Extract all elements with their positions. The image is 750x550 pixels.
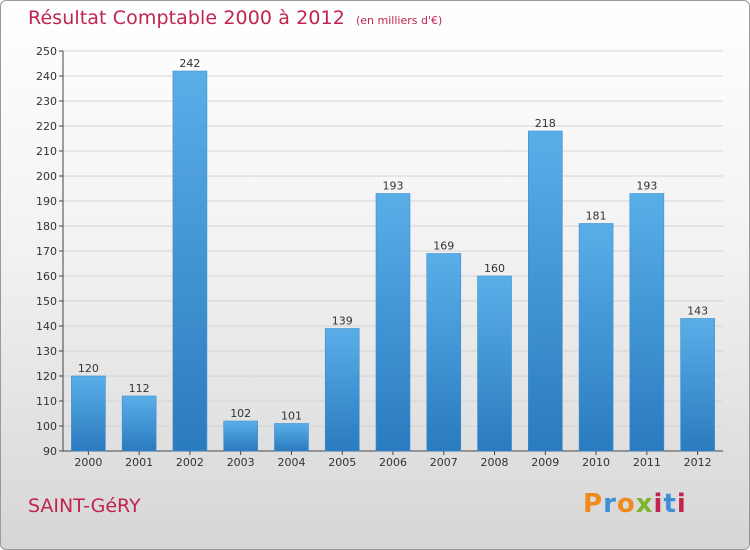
x-tick-label: 2011 bbox=[633, 456, 661, 469]
value-label: 120 bbox=[78, 362, 99, 375]
y-tick-label: 160 bbox=[36, 270, 57, 283]
bar bbox=[578, 223, 614, 452]
value-label: 143 bbox=[687, 305, 708, 318]
y-tick-label: 130 bbox=[36, 345, 57, 358]
x-axis-ticks: 2000 2001 2002 2003 2004 2005 2006 2007 2008 2009… bbox=[74, 456, 711, 469]
x-tick-label: 2002 bbox=[176, 456, 204, 469]
y-tick-label: 190 bbox=[36, 195, 57, 208]
y-tick-label: 150 bbox=[36, 295, 57, 308]
y-tick-label: 250 bbox=[36, 45, 57, 58]
logo-letter: i bbox=[676, 489, 687, 519]
value-label: 160 bbox=[484, 262, 505, 275]
x-tick-label: 2007 bbox=[430, 456, 458, 469]
value-label: 169 bbox=[433, 240, 454, 253]
logo-letter: P bbox=[583, 489, 604, 519]
bar bbox=[274, 423, 309, 452]
x-tick-label: 2009 bbox=[531, 456, 559, 469]
value-labels: 120 112 242 102 101 139 193 169 160 218 181 193 143 bbox=[78, 57, 708, 423]
bar bbox=[172, 70, 208, 452]
y-tick-label: 220 bbox=[36, 120, 57, 133]
value-label: 181 bbox=[586, 210, 607, 223]
bar bbox=[223, 420, 258, 452]
logo-letter: i bbox=[653, 489, 664, 519]
y-tick-label: 230 bbox=[36, 95, 57, 108]
logo-letter: x bbox=[635, 489, 654, 519]
y-tick-label: 170 bbox=[36, 245, 57, 258]
x-tick-label: 2003 bbox=[227, 456, 255, 469]
bar bbox=[426, 253, 462, 452]
x-tick-label: 2006 bbox=[379, 456, 407, 469]
y-tick-label: 140 bbox=[36, 320, 57, 333]
logo-letter: t bbox=[663, 489, 677, 519]
value-label: 193 bbox=[636, 180, 657, 193]
value-label: 112 bbox=[129, 382, 150, 395]
y-tick-label: 90 bbox=[43, 445, 57, 458]
bar bbox=[71, 375, 106, 452]
bar bbox=[121, 395, 157, 452]
x-tick-label: 2012 bbox=[684, 456, 712, 469]
value-label: 139 bbox=[332, 315, 353, 328]
x-tick-label: 2001 bbox=[125, 456, 153, 469]
y-tick-label: 240 bbox=[36, 70, 57, 83]
y-tick-label: 210 bbox=[36, 145, 57, 158]
x-tick-label: 2008 bbox=[481, 456, 509, 469]
value-label: 242 bbox=[179, 57, 200, 70]
x-tick-label: 2000 bbox=[74, 456, 102, 469]
y-tick-label: 120 bbox=[36, 370, 57, 383]
y-axis-ticks: 90 100 110 120 130 140 150 160 170 180 190 200 210 22… bbox=[36, 45, 57, 458]
value-label: 102 bbox=[230, 407, 251, 420]
y-tick-label: 110 bbox=[36, 395, 57, 408]
value-label: 101 bbox=[281, 410, 302, 423]
bar bbox=[629, 193, 665, 452]
y-tick-label: 200 bbox=[36, 170, 57, 183]
value-label: 193 bbox=[383, 180, 404, 193]
proxiti-logo: Proxiti bbox=[583, 489, 687, 519]
bar bbox=[375, 193, 411, 452]
x-tick-label: 2004 bbox=[277, 456, 305, 469]
y-tick-label: 100 bbox=[36, 420, 57, 433]
chart-title: Résultat Comptable 2000 à 2012 bbox=[28, 7, 345, 29]
bar bbox=[680, 318, 715, 452]
bars bbox=[71, 70, 715, 452]
place-name: SAINT-GéRY bbox=[28, 495, 141, 517]
x-tick-label: 2005 bbox=[328, 456, 356, 469]
bar bbox=[324, 328, 360, 452]
bar bbox=[528, 130, 563, 452]
value-label: 218 bbox=[535, 117, 556, 130]
logo-letter: o bbox=[616, 489, 636, 519]
bar bbox=[477, 275, 512, 452]
logo-letter: r bbox=[603, 489, 617, 519]
y-tick-label: 180 bbox=[36, 220, 57, 233]
x-tick-label: 2010 bbox=[582, 456, 610, 469]
chart-subtitle: (en milliers d'€) bbox=[355, 14, 443, 27]
chart-heading: Résultat Comptable 2000 à 2012 (en milli… bbox=[28, 7, 442, 29]
